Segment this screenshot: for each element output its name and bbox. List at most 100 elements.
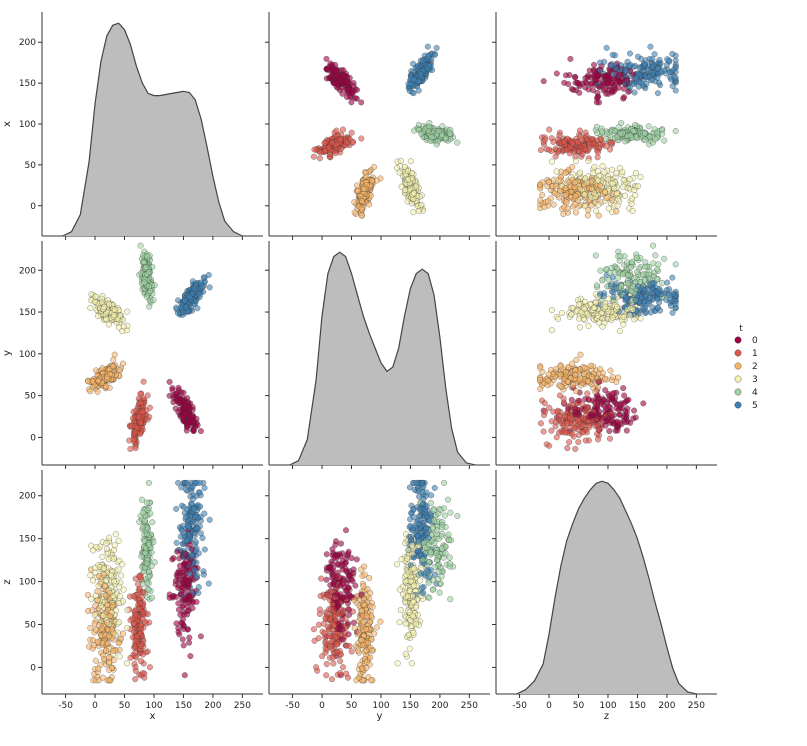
- scatter-point: [568, 396, 575, 403]
- scatter-point: [183, 486, 190, 493]
- scatter-point: [623, 77, 630, 84]
- scatter-point: [539, 191, 546, 198]
- scatter-point: [358, 212, 365, 219]
- scatter-point: [139, 408, 146, 415]
- scatter-point: [367, 192, 374, 199]
- scatter-point: [318, 575, 325, 582]
- scatter-point: [565, 364, 572, 371]
- scatter-point: [189, 483, 196, 490]
- scatter-point: [609, 373, 616, 380]
- scatter-point: [397, 157, 404, 164]
- scatter-point: [551, 190, 558, 197]
- scatter-point: [633, 254, 640, 261]
- scatter-point: [556, 429, 563, 436]
- scatter-point: [569, 430, 576, 437]
- scatter-point: [631, 407, 638, 414]
- scatter-point: [596, 83, 603, 90]
- scatter-point: [411, 190, 418, 197]
- scatter-point: [446, 554, 453, 561]
- y-tick-label: 100: [19, 120, 36, 130]
- scatter-point: [118, 572, 125, 579]
- scatter-point: [332, 150, 339, 157]
- scatter-point: [585, 157, 592, 164]
- scatter-point: [149, 519, 156, 526]
- scatter-point: [672, 261, 679, 268]
- scatter-point: [597, 267, 604, 274]
- scatter-point: [94, 388, 101, 395]
- scatter-point: [623, 427, 630, 434]
- scatter-point: [558, 309, 565, 316]
- scatter-point: [562, 169, 569, 176]
- scatter-point: [637, 173, 644, 180]
- scatter-point: [129, 415, 136, 422]
- scatter-point: [672, 128, 679, 135]
- scatter-point: [197, 428, 204, 435]
- scatter-point: [343, 86, 350, 93]
- scatter-point: [620, 313, 627, 320]
- y-axis-label: x: [2, 121, 13, 127]
- scatter-point: [603, 143, 610, 150]
- scatter-point: [110, 363, 117, 370]
- scatter-point: [127, 445, 134, 452]
- scatter-point: [546, 146, 553, 153]
- scatter-point: [567, 55, 574, 62]
- scatter-point: [541, 400, 548, 407]
- scatter-point: [418, 584, 425, 591]
- scatter-point: [557, 383, 564, 390]
- y-tick-label: 50: [25, 392, 37, 402]
- scatter-point: [131, 620, 138, 627]
- scatter-point: [625, 88, 632, 95]
- scatter-point: [669, 274, 676, 281]
- scatter-point: [537, 146, 544, 153]
- scatter-point: [670, 67, 677, 74]
- scatter-point: [180, 625, 187, 632]
- scatter-point: [562, 192, 569, 199]
- scatter-point: [572, 79, 579, 86]
- scatter-point: [415, 121, 422, 128]
- scatter-point: [669, 309, 676, 316]
- scatter-point: [576, 376, 583, 383]
- scatter-point: [174, 548, 181, 555]
- scatter-point: [181, 297, 188, 304]
- scatter-point: [592, 299, 599, 306]
- scatter-point: [620, 321, 627, 328]
- scatter-point: [146, 664, 153, 671]
- scatter-point: [619, 271, 626, 278]
- scatter-point: [99, 639, 106, 646]
- scatter-point: [180, 642, 187, 649]
- scatter-point: [186, 634, 193, 641]
- scatter-point: [179, 636, 186, 643]
- scatter-point: [606, 427, 613, 434]
- scatter-point: [669, 82, 676, 89]
- scatter-point: [592, 252, 599, 259]
- scatter-point: [132, 445, 139, 452]
- scatter-point: [623, 294, 630, 301]
- x-tick-label: 150: [175, 701, 192, 711]
- scatter-point: [142, 264, 149, 271]
- scatter-point: [574, 417, 581, 424]
- scatter-point: [596, 378, 603, 385]
- scatter-point: [613, 303, 620, 310]
- scatter-point: [626, 62, 633, 69]
- scatter-point: [106, 654, 113, 661]
- scatter-point: [582, 129, 589, 136]
- scatter-point: [572, 179, 579, 186]
- scatter-point: [594, 436, 601, 443]
- scatter-point: [166, 594, 173, 601]
- scatter-point: [90, 577, 97, 584]
- scatter-point: [613, 65, 620, 72]
- scatter-point: [439, 123, 446, 130]
- scatter-point: [112, 531, 119, 538]
- scatter-point: [621, 392, 628, 399]
- scatter-point: [586, 414, 593, 421]
- scatter-point: [546, 442, 553, 449]
- scatter-point: [664, 279, 671, 286]
- scatter-point: [181, 672, 188, 679]
- scatter-point: [358, 198, 365, 205]
- scatter-point: [613, 190, 620, 197]
- scatter-point: [641, 60, 648, 67]
- scatter-point: [592, 388, 599, 395]
- scatter-point: [597, 366, 604, 373]
- scatter-point: [614, 274, 621, 281]
- scatter-point: [624, 280, 631, 287]
